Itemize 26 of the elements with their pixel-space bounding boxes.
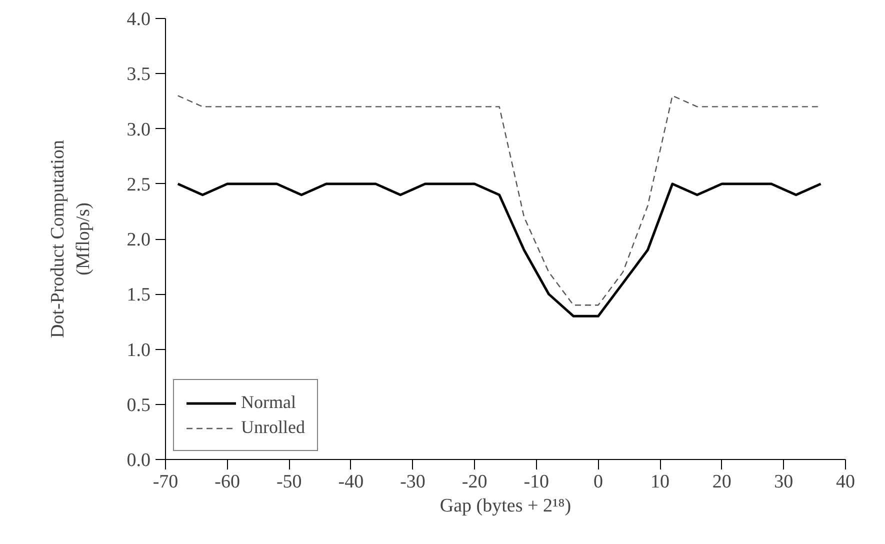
y-tick-label: 1.5 (126, 284, 150, 306)
y-tick-label: 3.5 (126, 64, 150, 86)
y-tick-label: 4.0 (126, 9, 150, 30)
y-tick-label: 2.5 (126, 174, 150, 196)
x-tick-label: -50 (276, 472, 302, 492)
y-tick-label: 1.0 (126, 340, 150, 361)
y-tick-label: 3.0 (126, 119, 150, 140)
x-tick-label: 40 (836, 472, 855, 492)
y-tick-label: 0.5 (126, 394, 150, 416)
line-series (176, 182, 822, 318)
x-tick-label: 0 (593, 472, 603, 492)
x-axis-title: Gap (bytes + 2¹⁸) (440, 496, 572, 516)
x-tick-label: 20 (712, 472, 732, 492)
x-tick-label: -60 (214, 472, 240, 492)
x-tick-label: -10 (524, 472, 550, 492)
x-tick-label: 10 (650, 472, 670, 492)
x-tick-label: -20 (462, 472, 488, 492)
legend-label: Normal (241, 392, 296, 413)
x-tick-label: -30 (400, 472, 426, 492)
y-axis-title: Dot-Product Computation (Mflop/s) (48, 140, 94, 338)
legend-label: Unrolled (241, 417, 305, 438)
y-tick-label: 0.0 (126, 450, 150, 471)
x-tick-label: 30 (774, 472, 794, 492)
x-tick-label: -70 (152, 472, 178, 492)
y-tick-label: 2.0 (126, 230, 150, 250)
x-tick-label: -40 (338, 472, 364, 492)
